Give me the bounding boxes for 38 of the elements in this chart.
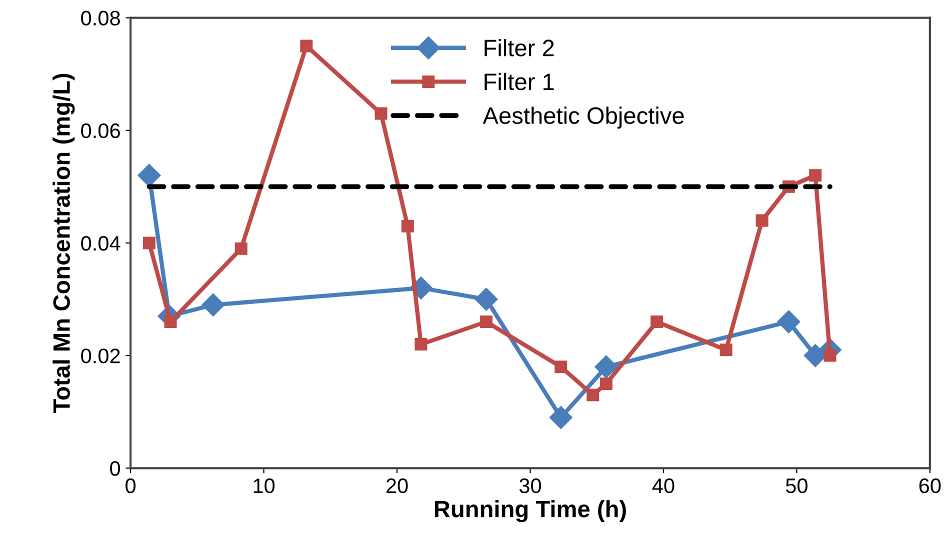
x-tick-label: 20: [386, 478, 408, 494]
legend-label: Filter 1: [484, 72, 554, 90]
x-tick-label: 40: [652, 478, 674, 494]
x-tick-label: 0: [126, 478, 136, 494]
point: [234, 242, 248, 255]
point: [554, 360, 568, 374]
point: [374, 107, 388, 120]
x-tick-label: 10: [254, 478, 275, 494]
legend-label: Filter 2: [484, 39, 554, 56]
x-tick-label: 30: [519, 478, 542, 494]
point: [202, 293, 225, 316]
y-tick-label: 0: [110, 461, 120, 476]
point: [164, 316, 177, 328]
y-tick-label: 0.08: [81, 10, 120, 26]
y-tick-label: 0.06: [81, 123, 120, 138]
point: [401, 220, 414, 232]
point: [756, 214, 768, 227]
x-tick-label: 60: [919, 478, 941, 494]
point: [586, 388, 600, 402]
y-tick-label: 0.02: [81, 348, 120, 364]
point: [142, 236, 156, 250]
point: [474, 288, 498, 311]
point: [414, 338, 428, 351]
y-axis-title: Total Mn Concentration (mg/L): [52, 74, 75, 413]
point: [138, 164, 161, 187]
x-axis-title: Running Time (h): [434, 500, 626, 522]
x-tick-label: 50: [786, 478, 808, 494]
point: [777, 310, 800, 334]
legend-label: Aesthetic Objective: [482, 106, 684, 129]
point: [300, 40, 313, 52]
point: [809, 169, 822, 182]
point: [600, 377, 612, 390]
point: [549, 406, 572, 429]
y-tick-label: 0.04: [81, 236, 120, 251]
point: [650, 316, 664, 328]
point: [720, 344, 732, 356]
point: [480, 316, 493, 328]
point: [594, 355, 618, 378]
